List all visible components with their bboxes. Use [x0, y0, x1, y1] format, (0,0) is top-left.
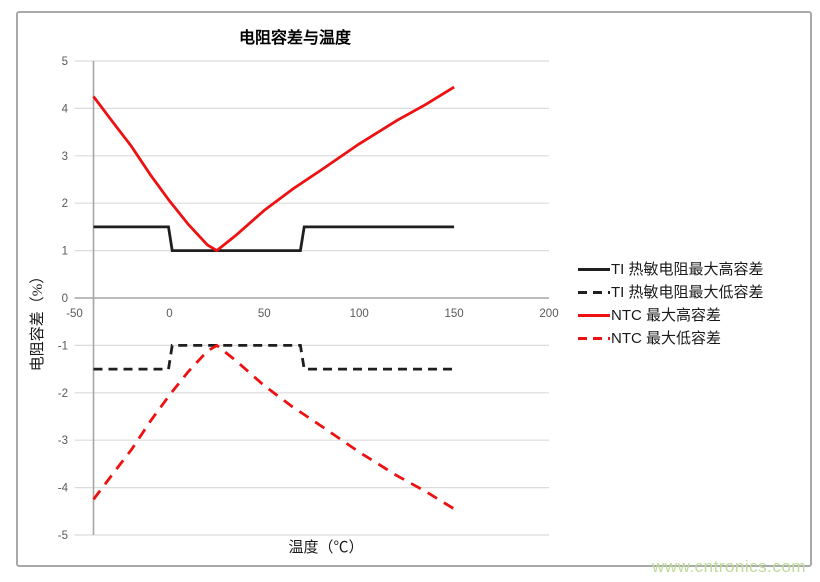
x-axis-title: 温度（℃）	[288, 540, 364, 556]
x-tick-label: 50	[258, 308, 271, 320]
series-line-0	[93, 225, 455, 253]
legend-label-ntc-high: NTC 最大高容差	[611, 307, 721, 324]
series-line-2	[92, 85, 455, 253]
chart-title: 电阻容差与温度	[238, 30, 351, 47]
legend-item-ti-low: TI 热敏电阻最大低容差	[578, 281, 764, 304]
y-tick-label: -4	[58, 483, 69, 495]
x-tick-label: 200	[539, 308, 558, 320]
y-tick-label: -1	[58, 340, 68, 352]
legend-swatch-ntc-high-icon	[578, 314, 610, 317]
y-tick-label: 5	[62, 56, 68, 68]
y-tick-label: 4	[62, 103, 69, 115]
y-tick-label: 2	[62, 198, 68, 210]
legend: TI 热敏电阻最大高容差 TI 热敏电阻最大低容差 NTC 最大高容差 NTC …	[578, 258, 764, 350]
x-tick-label: 0	[166, 308, 172, 320]
legend-item-ntc-high: NTC 最大高容差	[578, 304, 764, 327]
legend-swatch-ti-high-icon	[578, 268, 610, 271]
legend-label-ti-high: TI 热敏电阻最大高容差	[611, 261, 764, 278]
y-tick-label: -5	[58, 530, 68, 542]
x-tick-label: 150	[445, 308, 464, 320]
y-tick-label: 3	[62, 151, 68, 163]
y-tick-label: 1	[62, 246, 68, 258]
x-tick-label: -50	[66, 308, 83, 320]
legend-item-ti-high: TI 热敏电阻最大高容差	[578, 258, 764, 281]
legend-item-ntc-low: NTC 最大低容差	[578, 327, 764, 350]
series-line-1	[93, 343, 455, 371]
y-tick-label: -2	[58, 388, 68, 400]
legend-swatch-ntc-low-icon	[578, 337, 610, 340]
y-axis-title: 电阻容差（%）	[30, 268, 46, 372]
x-tick-label: 100	[350, 308, 369, 320]
legend-label-ti-low: TI 热敏电阻最大低容差	[611, 284, 764, 301]
legend-swatch-ti-low-icon	[578, 291, 610, 294]
watermark: www.cntronics.com	[652, 557, 806, 576]
y-tick-label: -3	[58, 435, 68, 447]
legend-label-ntc-low: NTC 最大低容差	[611, 330, 721, 347]
series-line-3	[92, 343, 455, 511]
chart-frame	[16, 11, 812, 567]
y-tick-label: 0	[62, 293, 68, 305]
